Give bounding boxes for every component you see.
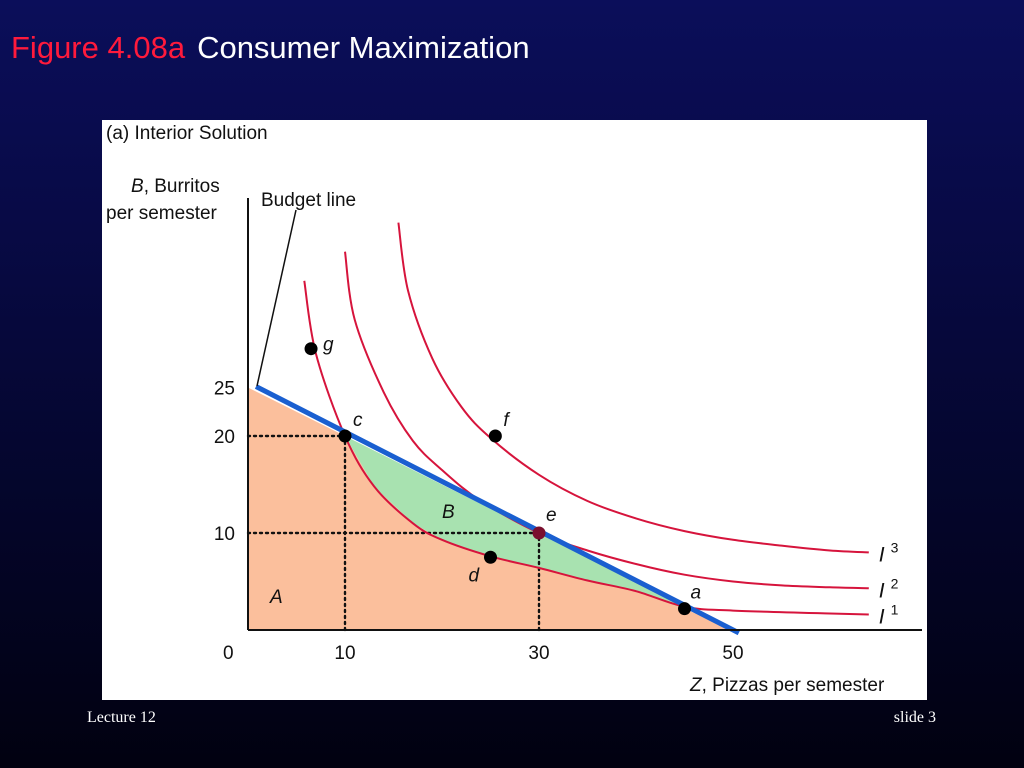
y-tick-label: 25: [214, 379, 235, 400]
point-label-f: f: [503, 410, 510, 431]
x-axis-variable: Z: [689, 675, 703, 696]
point-d: [484, 550, 497, 564]
budget-line-pointer: [256, 209, 297, 387]
figure-title: Consumer Maximization: [197, 30, 530, 65]
region-a-area: [248, 387, 733, 630]
panel-title: (a) Interior Solution: [106, 123, 268, 144]
footer-lecture: Lecture 12: [87, 709, 156, 726]
y-axis-title: B, Burritos: [131, 176, 220, 197]
y-axis-text: , Burritos: [144, 176, 220, 197]
indifference-curve-3: [397, 222, 869, 554]
axes: [247, 198, 922, 631]
point-f: [488, 429, 502, 443]
point-a: [678, 602, 691, 616]
point-label-g: g: [323, 335, 334, 356]
region-a-label: A: [269, 587, 283, 608]
y-tick-label: 10: [214, 524, 235, 545]
point-label-e: e: [546, 505, 557, 526]
x-tick-label: 50: [722, 643, 743, 664]
region-b-area: [345, 436, 685, 609]
tick-labels: 10 30 50 10 20 25: [214, 379, 744, 665]
x-tick-label: 10: [334, 643, 355, 664]
point-label-a: a: [691, 583, 702, 604]
regions: [248, 387, 733, 630]
footer-slide-number: slide 3: [893, 709, 936, 726]
figure-number: Figure 4.08a: [11, 30, 186, 65]
region-b-label: B: [442, 502, 455, 523]
point-markers: g c f e d a: [304, 335, 702, 616]
x-axis-title: Z, Pizzas per semester: [689, 675, 885, 696]
budget-line-label: Budget line: [261, 190, 356, 211]
y-axis-title-line2: per semester: [106, 203, 218, 224]
origin-label: 0: [223, 643, 234, 664]
point-label-d: d: [469, 565, 481, 586]
point-c: [338, 429, 352, 443]
x-axis-text: , Pizzas per semester: [702, 675, 885, 696]
y-axis-variable: B: [131, 176, 144, 197]
point-g: [304, 342, 318, 356]
point-e: [532, 526, 546, 540]
x-tick-label: 30: [528, 643, 549, 664]
guide-lines: [246, 434, 541, 632]
slide-title: Figure 4.08a Consumer Maximization: [11, 28, 530, 68]
budget-line: [254, 384, 740, 636]
point-label-c: c: [353, 410, 363, 431]
chart: I 1I 2 I 3 g c f e d a 10 30 50 10 20 25 (a) Interior …: [106, 123, 922, 696]
y-tick-label: 20: [214, 427, 235, 448]
